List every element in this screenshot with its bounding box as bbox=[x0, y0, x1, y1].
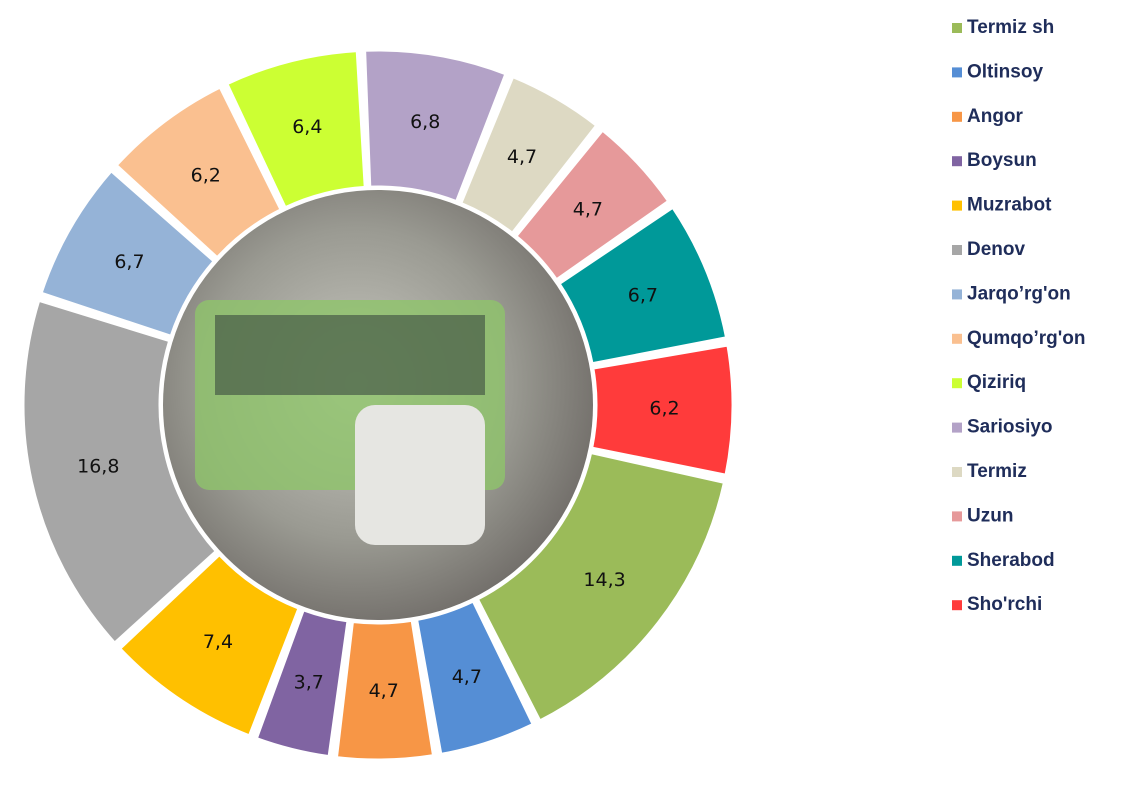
legend-label: Qumqo’rg'on bbox=[967, 328, 1086, 349]
legend-swatch bbox=[952, 511, 962, 522]
legend-label: Termiz sh bbox=[967, 17, 1054, 38]
data-label: 6,4 bbox=[292, 116, 322, 138]
donut-slice bbox=[363, 48, 508, 204]
legend-swatch bbox=[952, 333, 962, 344]
donut-slice bbox=[458, 74, 599, 236]
legend-swatch bbox=[952, 555, 962, 566]
legend-label: Qiziriq bbox=[967, 372, 1026, 393]
legend-label: Angor bbox=[967, 106, 1024, 127]
data-label: 4,7 bbox=[573, 198, 603, 220]
legend-label: Uzun bbox=[967, 505, 1013, 526]
legend-label: Boysun bbox=[967, 150, 1037, 171]
donut-slice bbox=[414, 599, 536, 757]
data-label: 3,7 bbox=[294, 672, 324, 694]
data-label: 6,2 bbox=[649, 398, 679, 420]
legend-label: Sariosiyo bbox=[967, 417, 1053, 438]
data-label: 6,7 bbox=[628, 284, 658, 306]
donut-slice bbox=[334, 618, 436, 762]
data-label: 6,2 bbox=[191, 165, 221, 187]
center-photo bbox=[163, 190, 593, 620]
data-label: 4,7 bbox=[369, 680, 399, 702]
data-label: 4,7 bbox=[507, 146, 537, 168]
donut-slice bbox=[117, 552, 301, 738]
legend-label: Muzrabot bbox=[967, 195, 1052, 216]
data-label: 4,7 bbox=[452, 666, 482, 688]
data-label: 6,7 bbox=[114, 251, 144, 273]
legend-label: Sherabod bbox=[967, 550, 1055, 571]
legend-swatch bbox=[952, 111, 962, 122]
donut-slice bbox=[21, 298, 219, 646]
legend-swatch bbox=[952, 378, 962, 389]
data-label: 14,3 bbox=[583, 569, 625, 591]
donut-slice bbox=[589, 343, 735, 477]
legend-swatch bbox=[952, 289, 962, 300]
donut-slice bbox=[224, 49, 367, 210]
legend-swatch bbox=[952, 23, 962, 33]
legend-swatch bbox=[952, 467, 962, 477]
donut-slice bbox=[475, 450, 727, 723]
legend-label: Termiz bbox=[967, 461, 1027, 482]
donut-slice bbox=[513, 127, 671, 282]
legend-label: Jarqo’rg'on bbox=[967, 283, 1071, 304]
legend-label: Denov bbox=[967, 239, 1026, 260]
legend-label: Oltinsoy bbox=[967, 61, 1043, 82]
donut-slice bbox=[254, 607, 350, 759]
legend-swatch bbox=[952, 67, 962, 78]
legend-swatch bbox=[952, 245, 962, 255]
legend-swatch bbox=[952, 156, 962, 167]
legend-swatch bbox=[952, 200, 962, 211]
data-label: 16,8 bbox=[77, 455, 119, 477]
data-label: 6,8 bbox=[410, 111, 440, 133]
donut-slice bbox=[114, 85, 284, 260]
donut-slice bbox=[556, 205, 729, 366]
data-label: 7,4 bbox=[203, 631, 233, 653]
donut-slice bbox=[39, 168, 217, 339]
legend-swatch bbox=[952, 422, 962, 433]
legend-swatch bbox=[952, 600, 962, 611]
legend-label: Sho'rchi bbox=[967, 594, 1042, 615]
